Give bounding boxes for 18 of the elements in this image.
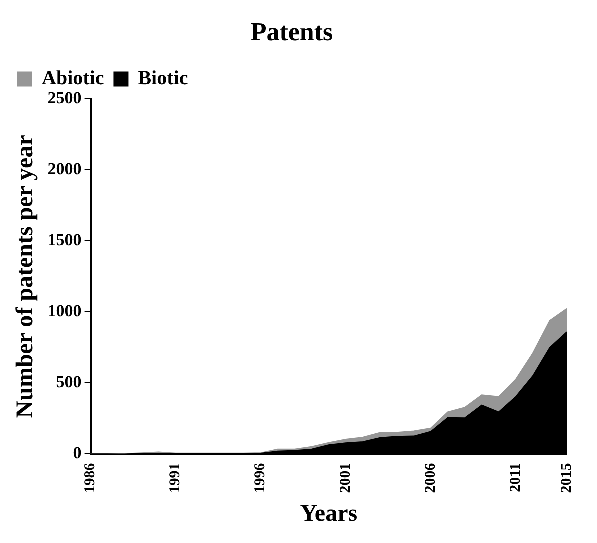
- y-tick-label: 1000: [48, 302, 82, 321]
- chart-title: Patents: [250, 17, 334, 46]
- legend-label: Abiotic: [42, 67, 104, 90]
- y-tick-label: 2000: [48, 160, 82, 179]
- y-tick-label: 0: [73, 444, 82, 463]
- y-tick-label: 1500: [48, 230, 82, 250]
- x-tick-label: 2006: [422, 462, 439, 494]
- y-tick-label: 500: [56, 372, 82, 392]
- x-tick-label: 2001: [338, 463, 354, 494]
- x-tick-label: 2011: [508, 463, 524, 492]
- y-axis-title: Number of patents per year: [12, 134, 39, 418]
- x-tick-label: 1991: [168, 463, 184, 494]
- x-tick-label: 1986: [82, 462, 99, 494]
- x-axis-title: Years: [300, 500, 358, 527]
- x-tick-label: 2015: [558, 463, 575, 494]
- legend-label: Biotic: [138, 67, 188, 90]
- y-tick-label: 2500: [48, 88, 82, 108]
- x-tick-label: 1996: [252, 462, 269, 494]
